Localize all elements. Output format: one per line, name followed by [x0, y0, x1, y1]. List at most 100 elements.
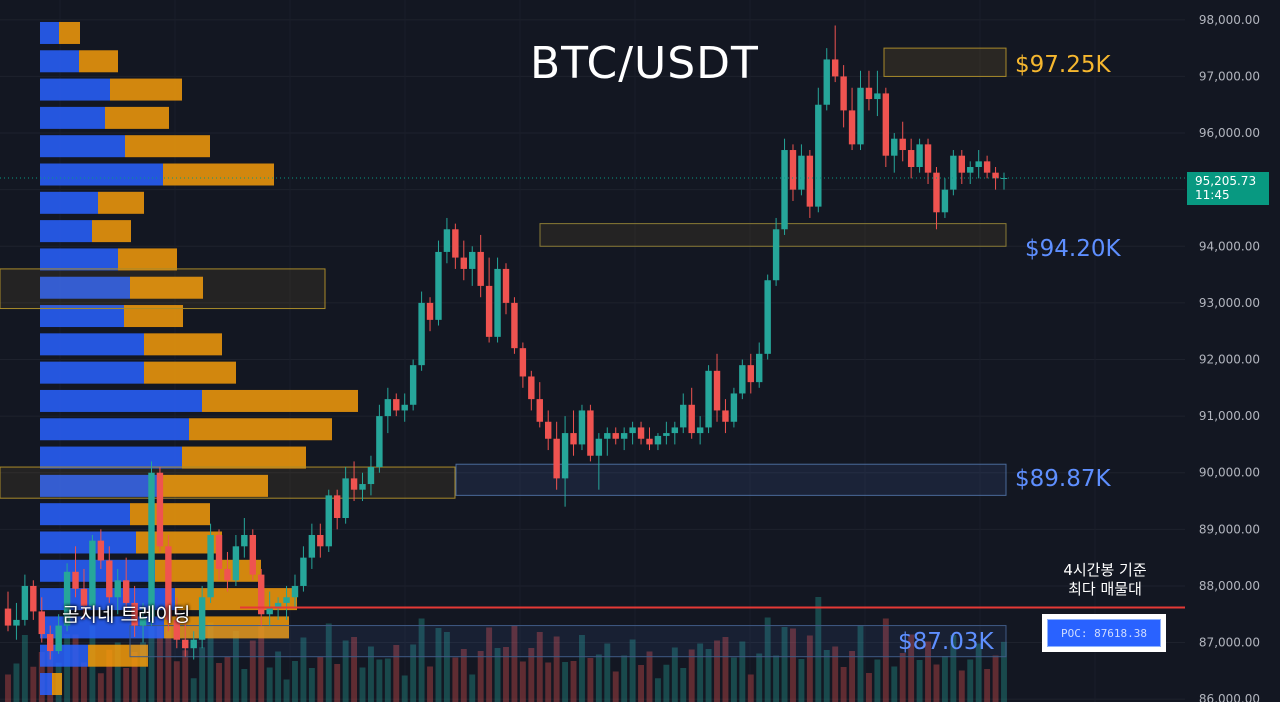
y-axis-tick-label: 87,000.00 — [1199, 636, 1260, 650]
volume-bar — [182, 650, 189, 702]
poc-annotation-line2: 최다 매물대 — [1068, 580, 1142, 598]
volume-bar — [967, 659, 974, 702]
level-label-94-20k: $94.20K — [1025, 236, 1121, 262]
candle-body — [258, 574, 265, 615]
candle-body — [967, 167, 974, 173]
volume-bar — [941, 656, 948, 702]
volume-bar — [638, 665, 645, 702]
volume-bar — [477, 651, 484, 702]
volume-bar — [156, 625, 163, 702]
volume-bar — [891, 666, 898, 702]
candle-body — [198, 597, 206, 640]
candle-body — [654, 435, 662, 445]
volume-bar — [671, 647, 678, 702]
candle-body — [696, 427, 704, 434]
candle-body — [907, 150, 915, 168]
profile-buy-bar — [40, 21, 59, 44]
candle-body — [72, 571, 79, 589]
candle-body — [992, 172, 999, 179]
volume-bar — [857, 625, 864, 702]
profile-buy-bar — [40, 135, 125, 158]
volume-bar — [781, 627, 788, 702]
chart-title: BTC/USDT — [530, 38, 759, 89]
y-axis-tick-label: 92,000.00 — [1199, 352, 1260, 366]
candle-body — [401, 404, 408, 411]
volume-bar — [460, 649, 467, 702]
candle-body — [958, 155, 966, 173]
volume-bar — [123, 668, 130, 702]
candle-body — [494, 268, 501, 337]
last-price-tag: 95,205.73 11:45 — [1187, 172, 1269, 205]
profile-buy-bar — [40, 248, 118, 271]
profile-buy-bar — [40, 305, 124, 328]
volume-bar — [697, 643, 704, 702]
volume-bar — [916, 660, 923, 702]
candle-body — [764, 280, 771, 354]
candle-body — [114, 580, 121, 598]
candle-body — [747, 365, 754, 383]
volume-bar — [486, 627, 493, 702]
candle-body — [435, 251, 442, 320]
volume-bar — [629, 639, 636, 702]
volume-bar — [384, 658, 391, 702]
level-label-87-03k: $87.03K — [898, 629, 994, 655]
profile-sell-bar — [118, 248, 177, 271]
volume-bar — [621, 655, 628, 702]
profile-sell-bar — [124, 305, 183, 328]
volume-bar — [469, 674, 476, 702]
candle-body — [418, 302, 425, 366]
candle-body — [89, 540, 96, 606]
volume-bar — [21, 635, 28, 702]
volume-bar — [570, 661, 577, 702]
volume-bar — [494, 648, 501, 702]
candle-body — [156, 472, 164, 547]
candle-body — [620, 433, 628, 439]
candle-body — [578, 410, 586, 445]
volume-bar — [536, 632, 543, 702]
candle-body — [629, 427, 636, 434]
profile-buy-bar — [40, 191, 98, 214]
candle-body — [553, 438, 560, 479]
candle-body — [97, 540, 105, 561]
volume-bar — [756, 653, 763, 702]
volume-bar — [410, 644, 417, 702]
profile-buy-bar — [40, 389, 202, 412]
volume-bar — [646, 651, 653, 702]
volume-bar — [587, 658, 594, 702]
candle-body — [561, 433, 569, 479]
poc-label-box: POC: 87618.38 — [1042, 614, 1166, 652]
profile-buy-bar — [40, 361, 144, 384]
volume-bar — [688, 649, 695, 702]
channel-watermark: 곰지네 트레이딩 — [62, 604, 191, 626]
profile-buy-bar — [40, 78, 110, 101]
candle-body — [848, 110, 856, 145]
candle-body — [933, 172, 940, 213]
volume-bar — [13, 663, 20, 702]
candle-body — [831, 59, 839, 77]
candle-body — [460, 257, 468, 269]
level-label-97-25k: $97.25K — [1015, 52, 1111, 78]
y-axis-tick-label: 89,000.00 — [1199, 522, 1260, 536]
profile-sell-bar — [164, 616, 289, 639]
candle-body — [891, 138, 898, 156]
zone-box — [0, 466, 456, 499]
volume-bar — [739, 641, 746, 702]
volume-bar — [452, 657, 459, 702]
volume-bar — [773, 655, 780, 702]
candle-body — [882, 93, 890, 156]
volume-bar — [258, 624, 265, 702]
level-label-89-87k: $89.87K — [1015, 466, 1111, 492]
candle-body — [519, 348, 527, 377]
volume-bar — [503, 647, 509, 702]
candle-body — [983, 161, 991, 173]
candle-body — [823, 59, 830, 105]
candle-body — [452, 229, 459, 258]
volume-bar — [579, 635, 585, 702]
volume-bar — [81, 662, 87, 702]
y-axis-tick-label: 94,000.00 — [1199, 239, 1260, 253]
volume-bar — [5, 674, 11, 702]
volume-bar — [393, 645, 400, 702]
profile-sell-bar — [182, 446, 306, 469]
volume-bar — [908, 634, 915, 702]
volume-bar — [545, 662, 552, 702]
